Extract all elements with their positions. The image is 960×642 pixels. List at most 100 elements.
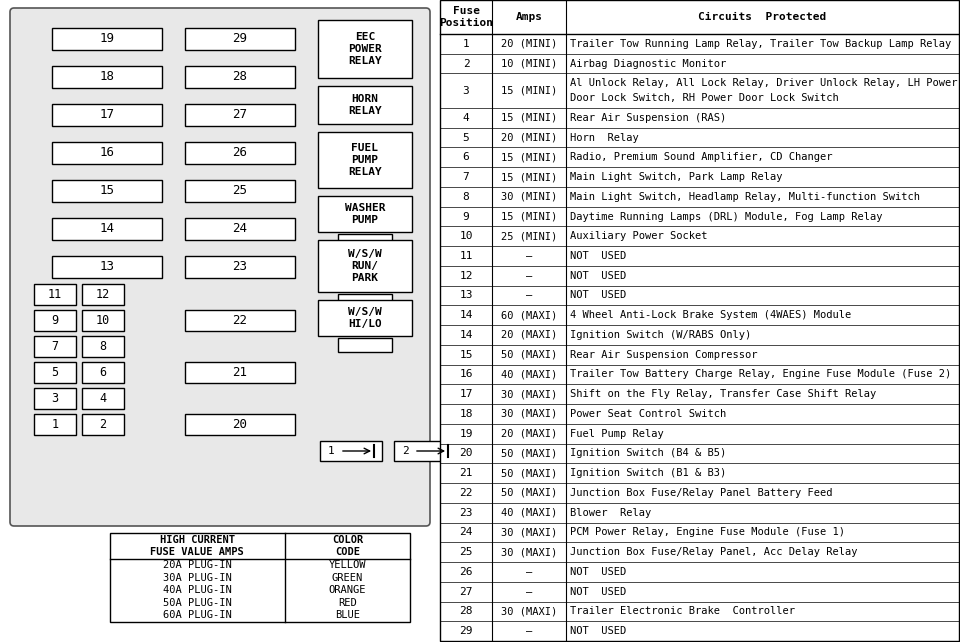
Bar <box>52 142 162 164</box>
Text: Amps: Amps <box>516 12 542 22</box>
Text: 50 (MAXI): 50 (MAXI) <box>501 488 557 498</box>
Bar <box>82 336 124 357</box>
Text: Trailer Tow Battery Charge Relay, Engine Fuse Module (Fuse 2): Trailer Tow Battery Charge Relay, Engine… <box>570 369 951 379</box>
Text: –: – <box>526 567 532 577</box>
Text: 27: 27 <box>459 587 472 596</box>
Text: 14: 14 <box>100 223 114 236</box>
Text: FUEL
PUMP
RELAY: FUEL PUMP RELAY <box>348 143 382 177</box>
Bar <box>185 180 295 202</box>
Text: Rear Air Suspension (RAS): Rear Air Suspension (RAS) <box>570 113 727 123</box>
Text: Horn  Relay: Horn Relay <box>570 132 638 143</box>
Text: Ignition Switch (B1 & B3): Ignition Switch (B1 & B3) <box>570 468 727 478</box>
Text: 8: 8 <box>463 192 469 202</box>
Bar <box>52 28 162 50</box>
Bar <box>34 310 76 331</box>
Bar <box>318 86 412 124</box>
Text: 40 (MAXI): 40 (MAXI) <box>501 369 557 379</box>
Bar <box>440 0 959 641</box>
Text: 20 (MAXI): 20 (MAXI) <box>501 330 557 340</box>
Text: 30 (MINI): 30 (MINI) <box>501 192 557 202</box>
Text: BLUE: BLUE <box>335 611 360 620</box>
Bar <box>82 284 124 305</box>
Text: Junction Box Fuse/Relay Panel Battery Feed: Junction Box Fuse/Relay Panel Battery Fe… <box>570 488 832 498</box>
Text: 6: 6 <box>100 366 107 379</box>
Text: 1: 1 <box>463 39 469 49</box>
Text: WASHER
PUMP: WASHER PUMP <box>345 203 385 225</box>
Bar <box>394 441 456 461</box>
Text: 18: 18 <box>459 409 472 419</box>
Text: Radio, Premium Sound Amplifier, CD Changer: Radio, Premium Sound Amplifier, CD Chang… <box>570 152 832 162</box>
Text: 26: 26 <box>459 567 472 577</box>
Text: 4: 4 <box>463 113 469 123</box>
Text: 26: 26 <box>232 146 248 159</box>
Text: 30A PLUG-IN: 30A PLUG-IN <box>162 573 231 583</box>
Text: Rear Air Suspension Compressor: Rear Air Suspension Compressor <box>570 350 757 360</box>
Text: Door Lock Switch, RH Power Door Lock Switch: Door Lock Switch, RH Power Door Lock Swi… <box>570 93 839 103</box>
Text: 10: 10 <box>459 231 472 241</box>
Bar <box>338 294 392 308</box>
Text: 60A PLUG-IN: 60A PLUG-IN <box>162 611 231 620</box>
Text: Blower  Relay: Blower Relay <box>570 508 651 517</box>
Text: Ignition Switch (W/RABS Only): Ignition Switch (W/RABS Only) <box>570 330 752 340</box>
Text: 2: 2 <box>463 58 469 69</box>
Text: 22: 22 <box>232 314 248 327</box>
Text: 21: 21 <box>232 366 248 379</box>
Text: NOT  USED: NOT USED <box>570 626 626 636</box>
Text: NOT  USED: NOT USED <box>570 271 626 281</box>
Text: 50 (MAXI): 50 (MAXI) <box>501 468 557 478</box>
Text: Fuse
Position: Fuse Position <box>439 6 493 28</box>
Text: 3: 3 <box>52 392 59 405</box>
Text: –: – <box>526 271 532 281</box>
Text: 40 (MAXI): 40 (MAXI) <box>501 508 557 517</box>
Text: 17: 17 <box>459 389 472 399</box>
Text: NOT  USED: NOT USED <box>570 290 626 300</box>
Text: EEC
POWER
RELAY: EEC POWER RELAY <box>348 31 382 66</box>
Bar <box>82 310 124 331</box>
Text: 7: 7 <box>52 340 59 353</box>
Text: 13: 13 <box>459 290 472 300</box>
Text: 19: 19 <box>459 429 472 438</box>
Text: PCM Power Relay, Engine Fuse Module (Fuse 1): PCM Power Relay, Engine Fuse Module (Fus… <box>570 528 845 537</box>
FancyBboxPatch shape <box>10 8 430 526</box>
Text: 16: 16 <box>459 369 472 379</box>
Bar <box>185 310 295 331</box>
Text: 29: 29 <box>232 33 248 46</box>
Text: 40A PLUG-IN: 40A PLUG-IN <box>162 586 231 595</box>
Bar <box>338 338 392 352</box>
Text: Main Light Switch, Headlamp Relay, Multi-function Switch: Main Light Switch, Headlamp Relay, Multi… <box>570 192 920 202</box>
Text: 6: 6 <box>463 152 469 162</box>
Text: 15 (MINI): 15 (MINI) <box>501 85 557 96</box>
Text: 24: 24 <box>232 223 248 236</box>
Text: RED: RED <box>338 598 357 608</box>
Text: 20 (MINI): 20 (MINI) <box>501 132 557 143</box>
Text: 22: 22 <box>459 488 472 498</box>
Text: 20: 20 <box>459 448 472 458</box>
Text: 18: 18 <box>100 71 114 83</box>
Text: 23: 23 <box>459 508 472 517</box>
Text: ORANGE: ORANGE <box>328 586 367 595</box>
Bar <box>34 284 76 305</box>
Text: 19: 19 <box>100 33 114 46</box>
Text: 29: 29 <box>459 626 472 636</box>
Bar <box>185 66 295 88</box>
Text: COLOR
CODE: COLOR CODE <box>332 535 363 557</box>
Text: 30 (MAXI): 30 (MAXI) <box>501 389 557 399</box>
Text: 8: 8 <box>100 340 107 353</box>
Text: 14: 14 <box>459 330 472 340</box>
Text: 2: 2 <box>100 418 107 431</box>
Text: Auxiliary Power Socket: Auxiliary Power Socket <box>570 231 708 241</box>
Text: 15 (MINI): 15 (MINI) <box>501 152 557 162</box>
Text: 24: 24 <box>459 528 472 537</box>
Text: –: – <box>526 290 532 300</box>
Text: Trailer Electronic Brake  Controller: Trailer Electronic Brake Controller <box>570 607 795 616</box>
Text: 1: 1 <box>52 418 59 431</box>
Bar <box>185 362 295 383</box>
Text: –: – <box>526 251 532 261</box>
Text: 50 (MAXI): 50 (MAXI) <box>501 448 557 458</box>
Text: W/S/W
HI/LO: W/S/W HI/LO <box>348 307 382 329</box>
Bar <box>110 533 410 621</box>
Bar <box>34 336 76 357</box>
Bar <box>34 414 76 435</box>
Text: 11: 11 <box>48 288 62 301</box>
Text: Al Unlock Relay, All Lock Relay, Driver Unlock Relay, LH Power: Al Unlock Relay, All Lock Relay, Driver … <box>570 78 957 88</box>
